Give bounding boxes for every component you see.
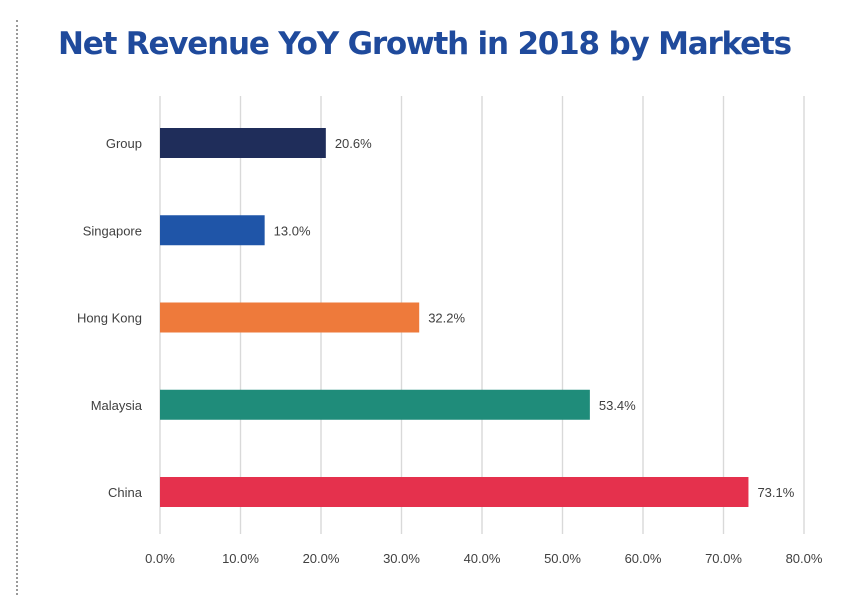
gridlines: [159, 96, 805, 534]
bar: [160, 302, 420, 333]
value-label: 32.2%: [428, 311, 465, 326]
category-label: China: [108, 485, 143, 500]
bar: [160, 477, 749, 507]
x-tick-label: 0.0%: [145, 551, 175, 566]
x-tick-label: 10.0%: [222, 551, 259, 566]
value-label: 53.4%: [599, 398, 636, 413]
category-label: Hong Kong: [77, 311, 142, 326]
x-tick-label: 60.0%: [625, 551, 662, 566]
bar: [160, 215, 265, 246]
bars: Group 20.6% Singapore 13.0% Hong Kong 32.2% Ma…: [77, 128, 795, 507]
bar: [160, 389, 590, 420]
category-label: Singapore: [83, 223, 142, 238]
category-label: Group: [106, 136, 142, 151]
x-tick-label: 70.0%: [705, 551, 742, 566]
category-label: Malaysia: [91, 398, 143, 413]
x-tick-label: 80.0%: [786, 551, 823, 566]
x-tick-label: 50.0%: [544, 551, 581, 566]
value-label: 20.6%: [335, 136, 372, 151]
x-tick-label: 40.0%: [464, 551, 501, 566]
chart-title: Net Revenue YoY Growth in 2018 by Market…: [58, 26, 792, 62]
bar: [160, 128, 326, 158]
x-axis-ticks: 0.0% 10.0% 20.0% 30.0% 40.0% 50.0% 60.0% 70.0% 8…: [145, 551, 823, 566]
x-tick-label: 30.0%: [383, 551, 420, 566]
value-label: 13.0%: [274, 223, 311, 238]
x-tick-label: 20.0%: [303, 551, 340, 566]
value-label: 73.1%: [757, 485, 794, 500]
left-dotted-border: [16, 20, 18, 595]
